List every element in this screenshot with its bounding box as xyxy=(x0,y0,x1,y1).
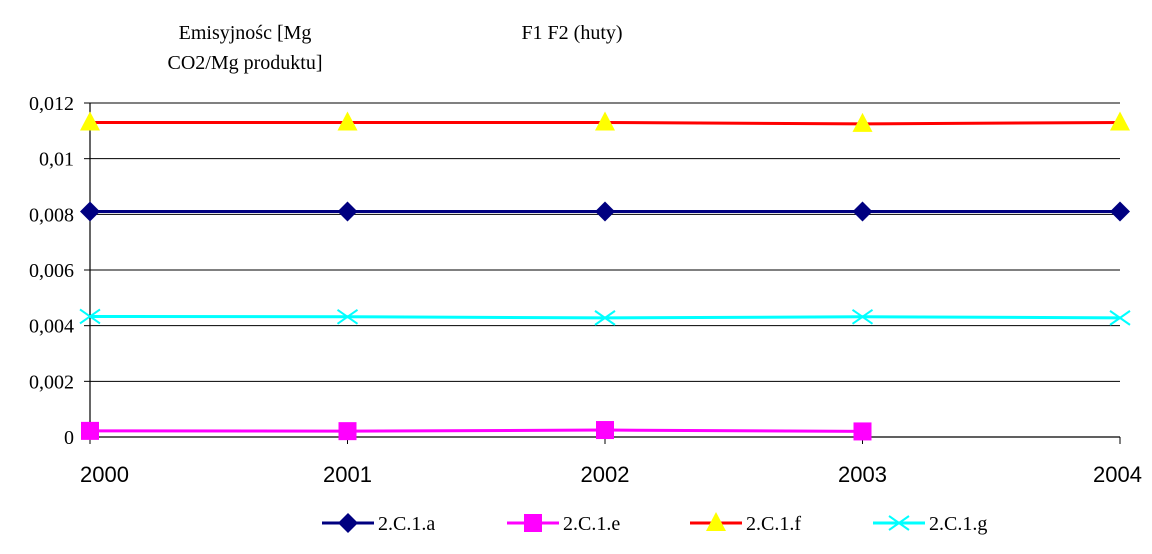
series-line-2.C.1.e xyxy=(89,428,863,433)
series-2.C.1.f xyxy=(80,111,1130,132)
y-tick-label-5: 0,01 xyxy=(39,149,74,171)
x-tick-label-2: 2002 xyxy=(581,462,630,487)
data-point-2.C.1.g-2003 xyxy=(851,308,874,325)
x-tick-label-1: 2001 xyxy=(323,462,372,487)
legend-label: 2.C.1.e xyxy=(563,513,620,535)
x-tick-label-0: 2000 xyxy=(80,462,129,487)
x-tick-label-3: 2003 xyxy=(838,462,887,487)
data-point-2.C.1.a-2004 xyxy=(1110,201,1130,222)
y-tick-label-3: 0,006 xyxy=(29,260,74,282)
y-tick-label-2: 0,004 xyxy=(29,316,74,338)
legend-marker-diamond xyxy=(338,513,358,533)
legend-marker-square xyxy=(524,514,542,532)
data-point-2.C.1.f-2001 xyxy=(337,111,358,131)
data-point-2.C.1.g-2001 xyxy=(336,308,359,325)
y-tick-label-4: 0,008 xyxy=(29,204,74,226)
data-point-2.C.1.e-2001 xyxy=(338,422,357,441)
series-2.C.1.e xyxy=(81,421,872,441)
data-point-2.C.1.e-2000 xyxy=(81,421,99,440)
legend-item-2.C.1.g: 2.C.1.g xyxy=(873,513,987,535)
legend: 2.C.1.a 2.C.1.e 2.C.1.f 2.C.1.g xyxy=(322,512,987,535)
data-point-2.C.1.g-2002 xyxy=(594,310,616,326)
series-2.C.1.g xyxy=(79,308,1131,326)
legend-marker-x xyxy=(888,515,910,531)
data-point-2.C.1.a-2000 xyxy=(80,201,100,222)
legend-label: 2.C.1.a xyxy=(378,513,435,535)
legend-label: 2.C.1.f xyxy=(746,513,801,535)
data-point-2.C.1.a-2002 xyxy=(595,201,615,222)
data-point-2.C.1.a-2003 xyxy=(852,201,873,222)
data-point-2.C.1.e-2002 xyxy=(596,421,614,440)
x-tick-label-4: 2004 xyxy=(1093,462,1142,487)
legend-item-2.C.1.e: 2.C.1.e xyxy=(507,513,620,535)
data-point-2.C.1.f-2003 xyxy=(852,112,873,132)
data-point-2.C.1.e-2003 xyxy=(853,422,872,441)
axes: 0 0,002 0,004 0,006 0,008 0,01 0,012 2000 2001 20… xyxy=(29,93,1142,487)
chart-title: F1 F2 (huty) xyxy=(521,22,622,44)
legend-label: 2.C.1.g xyxy=(929,513,987,535)
data-point-2.C.1.g-2000 xyxy=(79,308,101,325)
legend-item-2.C.1.a: 2.C.1.a xyxy=(322,513,435,535)
series-group xyxy=(79,111,1131,441)
y-tick-label-1: 0,002 xyxy=(29,371,74,393)
y-axis-label-line-1: Emisyjnośc [Mg xyxy=(179,22,312,44)
grid xyxy=(90,102,1120,382)
y-tick-label-0: 0 xyxy=(64,427,74,449)
y-axis-label-line-2: CO2/Mg produktu] xyxy=(168,52,323,74)
data-point-2.C.1.f-2004 xyxy=(1110,111,1130,131)
legend-marker-triangle xyxy=(706,512,726,531)
legend-item-2.C.1.f: 2.C.1.f xyxy=(690,512,801,535)
data-point-2.C.1.f-2000 xyxy=(80,111,100,131)
y-tick-label-6: 0,012 xyxy=(29,93,74,115)
data-point-2.C.1.a-2001 xyxy=(337,201,358,222)
series-2.C.1.a xyxy=(80,201,1130,222)
data-point-2.C.1.g-2004 xyxy=(1109,310,1131,326)
data-point-2.C.1.f-2002 xyxy=(595,111,615,131)
